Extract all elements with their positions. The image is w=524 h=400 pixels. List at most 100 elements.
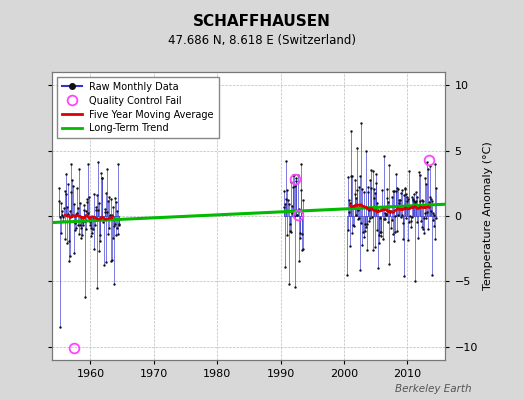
Point [289,172,297,178]
Point [404,237,412,244]
Point [346,242,355,249]
Point [113,208,121,214]
Point [420,215,429,222]
Point [375,232,384,239]
Point [85,217,94,223]
Text: Berkeley Earth: Berkeley Earth [395,384,472,394]
Point [386,208,394,214]
Point [296,235,304,241]
Point [62,171,70,177]
Point [361,228,369,234]
Point [396,214,405,221]
Point [98,175,106,181]
Point [285,201,293,208]
Point [61,191,70,198]
Point [85,194,93,200]
Point [383,194,391,201]
Point [94,159,103,166]
Point [114,230,123,237]
Point [282,196,291,202]
Point [412,189,421,196]
Point [78,232,86,238]
Point [100,215,108,222]
Point [281,200,289,207]
Point [97,170,105,176]
Point [282,158,290,164]
Point [94,207,102,214]
Point [351,177,359,184]
Point [399,192,408,198]
Point [369,195,378,201]
Point [293,212,302,218]
Point [417,203,425,210]
Point [343,272,352,278]
Point [358,242,367,248]
Point [363,246,371,253]
Point [371,244,379,250]
Point [82,226,91,232]
Point [348,173,357,180]
Point [66,208,74,214]
Point [74,166,83,172]
Point [391,228,399,235]
Point [397,212,406,218]
Point [406,213,414,220]
Point [107,212,116,218]
Text: 47.686 N, 8.618 E (Switzerland): 47.686 N, 8.618 E (Switzerland) [168,34,356,47]
Point [290,172,298,179]
Point [378,235,387,242]
Point [79,207,88,214]
Point [393,228,401,234]
Point [285,281,293,287]
Point [103,209,111,215]
Point [402,215,410,221]
Point [426,163,434,169]
Point [425,194,434,200]
Point [299,246,308,252]
Point [88,232,96,239]
Legend: Raw Monthly Data, Quality Control Fail, Five Year Moving Average, Long-Term Tren: Raw Monthly Data, Quality Control Fail, … [57,77,219,138]
Point [71,226,79,233]
Point [402,194,411,200]
Point [384,219,392,225]
Point [352,212,360,219]
Point [107,258,115,264]
Point [388,230,397,237]
Point [407,194,416,200]
Point [382,212,390,218]
Point [103,166,112,172]
Point [361,221,369,227]
Point [431,236,440,242]
Point [359,234,368,240]
Point [298,231,306,237]
Point [92,204,101,210]
Point [101,209,110,216]
Point [284,197,292,204]
Point [58,208,66,215]
Point [410,198,419,204]
Point [378,187,386,194]
Point [75,230,83,237]
Point [401,185,409,191]
Point [283,232,292,238]
Point [54,184,63,191]
Point [425,198,433,205]
Point [374,207,383,213]
Point [80,217,89,224]
Point [428,198,436,204]
Point [114,161,122,167]
Point [358,186,366,192]
Point [99,216,107,222]
Point [354,216,363,222]
Point [359,229,367,236]
Point [401,191,410,197]
Point [102,190,111,196]
Point [104,231,112,237]
Point [405,168,413,175]
Point [414,235,423,241]
Point [292,175,301,181]
Point [379,216,388,222]
Point [418,224,426,230]
Point [83,198,91,205]
Point [294,172,302,179]
